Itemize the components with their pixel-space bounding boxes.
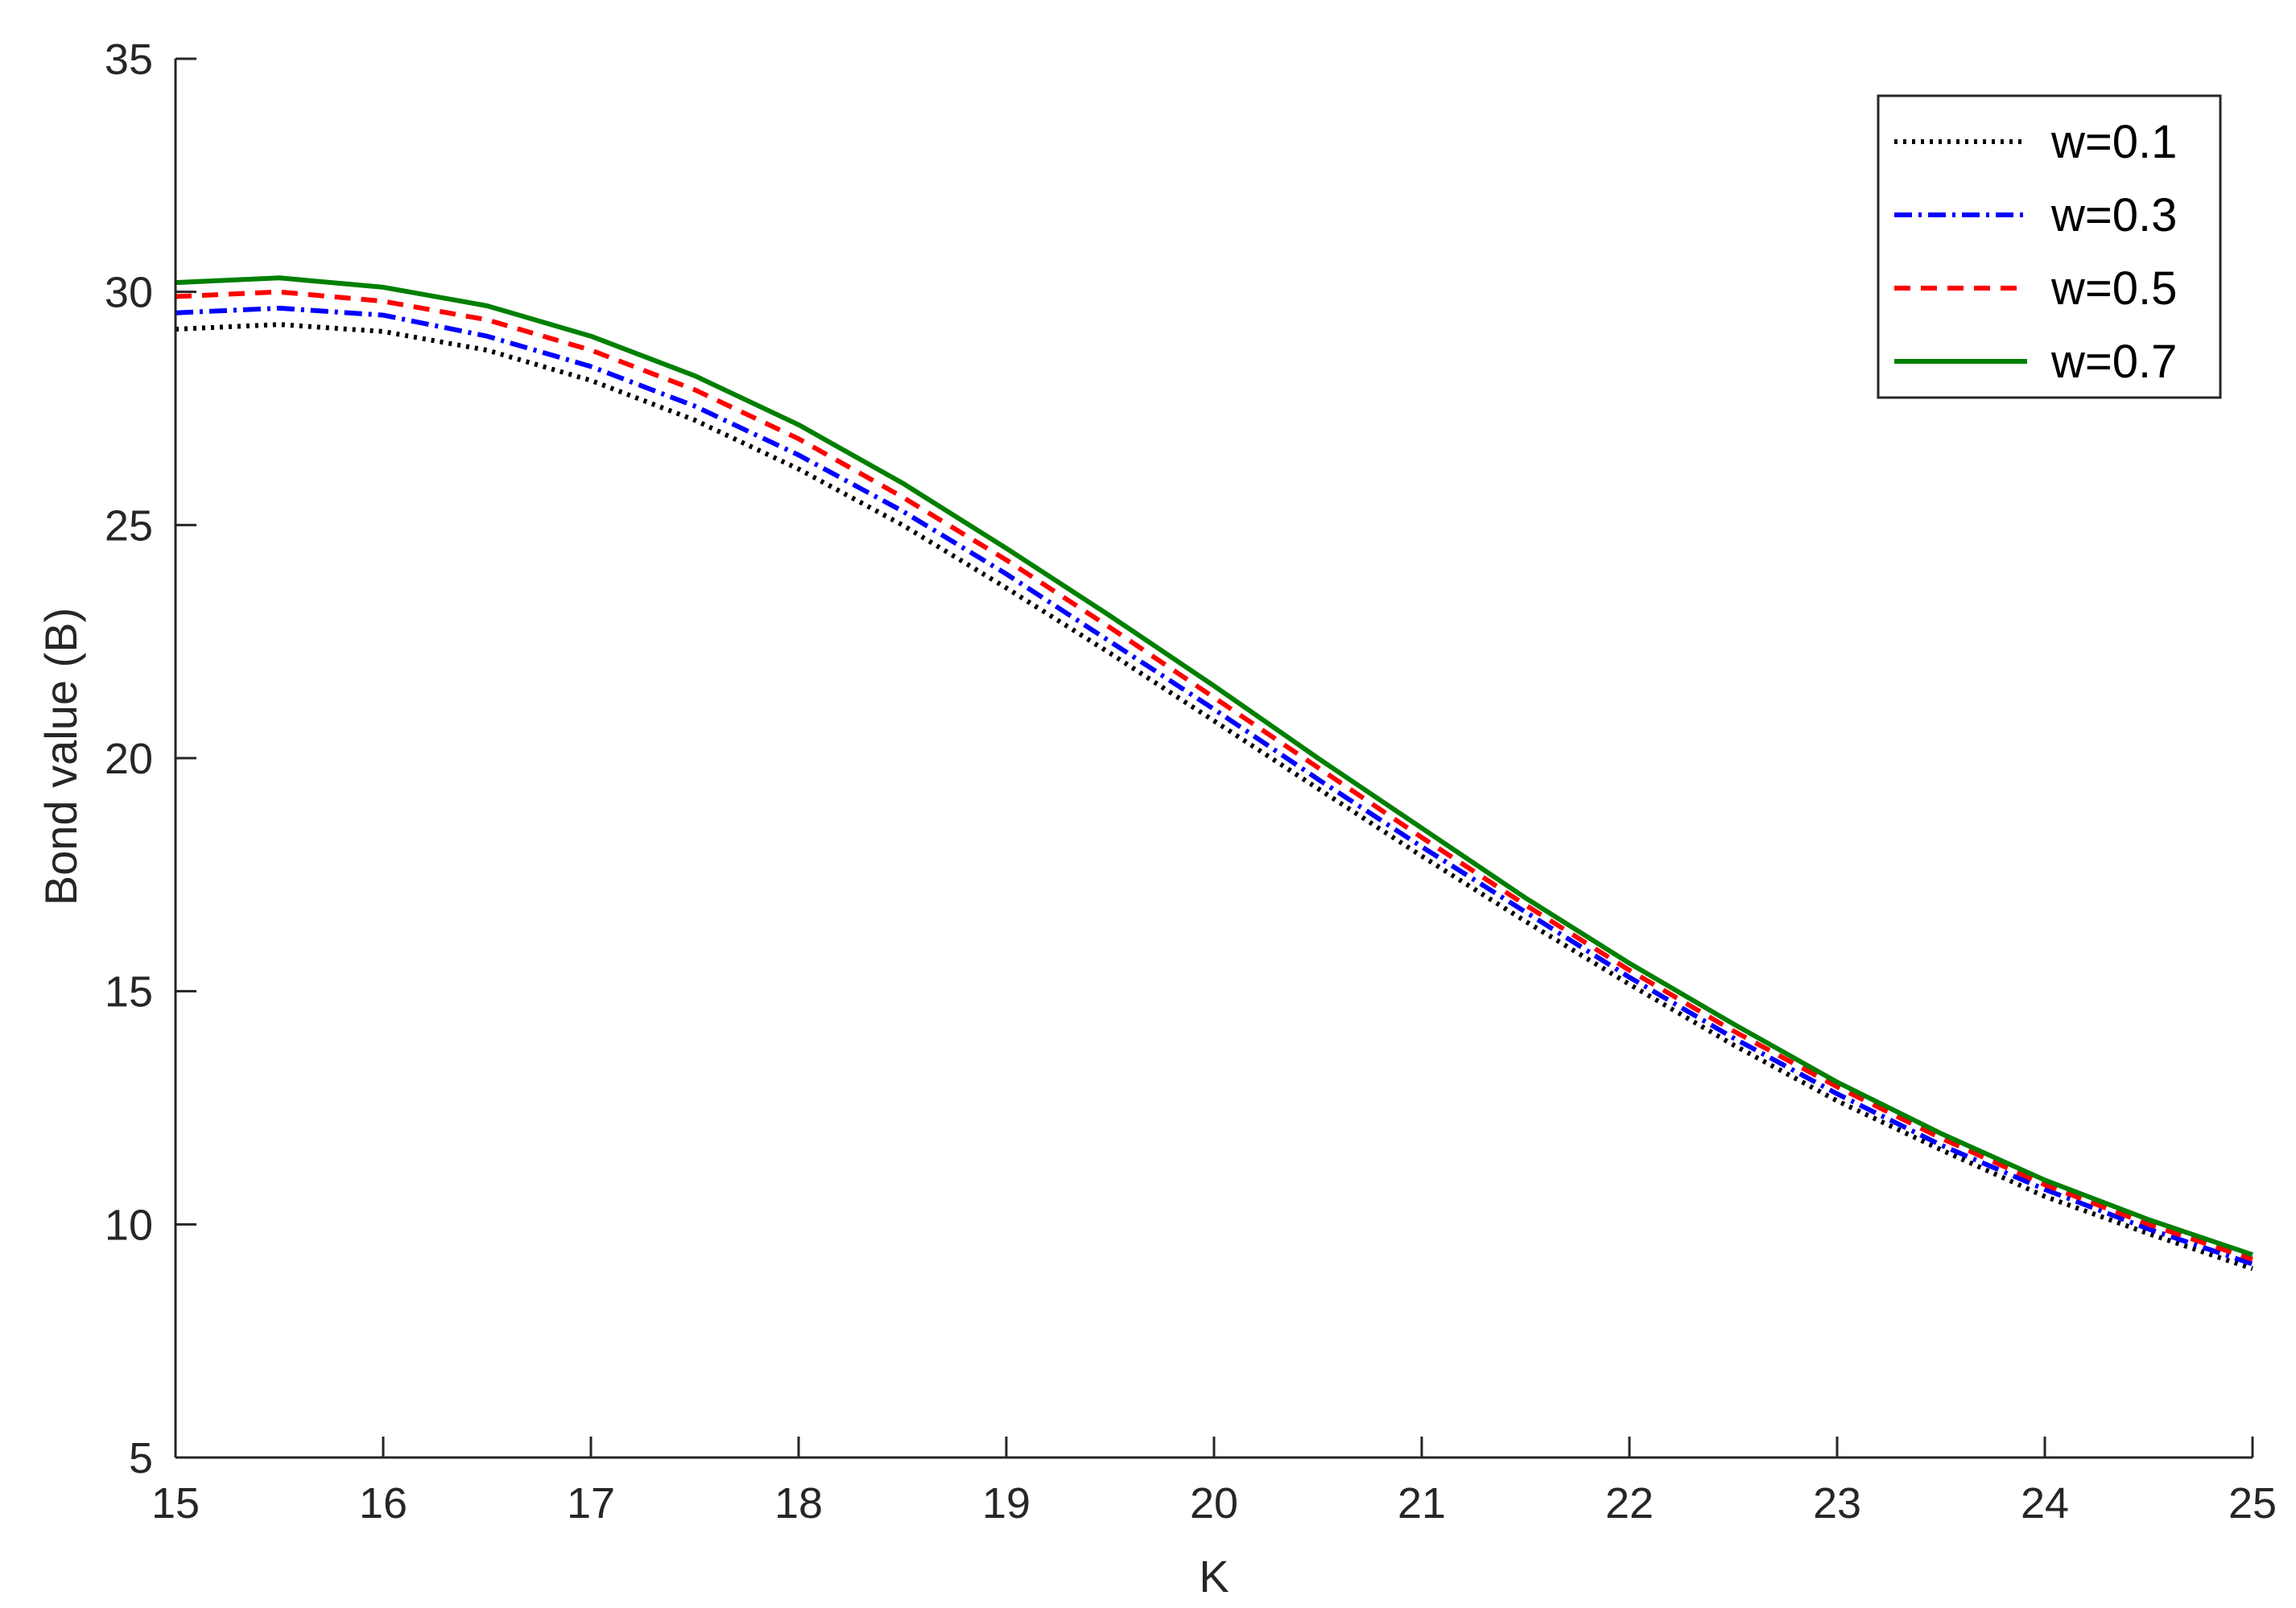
- series-line-2: [175, 305, 2253, 1267]
- y-tick-label: 15: [105, 968, 153, 1016]
- x-axis-label: K: [1199, 1551, 1229, 1602]
- series-layer: [175, 275, 2253, 1272]
- series-line-3: [175, 289, 2253, 1262]
- legend-label-4: w=0.7: [2050, 336, 2177, 388]
- x-tick-label: 19: [982, 1479, 1030, 1528]
- legend-label-2: w=0.3: [2050, 189, 2177, 241]
- x-tick-label: 16: [359, 1479, 407, 1528]
- x-tick-label: 17: [567, 1479, 615, 1528]
- y-tick-label: 25: [105, 501, 153, 550]
- x-tick-label: 15: [151, 1479, 200, 1528]
- x-tick-label: 20: [1190, 1479, 1238, 1528]
- x-tick-label: 24: [2021, 1479, 2069, 1528]
- x-tick-label: 22: [1605, 1479, 1654, 1528]
- x-tick-label: 21: [1398, 1479, 1446, 1528]
- y-axis-label: Bond value (B): [35, 608, 86, 905]
- legend-label-3: w=0.5: [2050, 262, 2177, 315]
- x-tick-label: 25: [2228, 1479, 2277, 1528]
- legend-label-1: w=0.1: [2050, 116, 2177, 168]
- y-tick-label: 10: [105, 1201, 153, 1249]
- y-tick-label: 35: [105, 35, 153, 84]
- axes-layer: 15 16 17 18 19 20 21 22 23 24 25 5 10 15 20 25 30 35: [105, 35, 2277, 1528]
- legend: w=0.1 w=0.3 w=0.5 w=0.7: [1877, 94, 2222, 399]
- series-line-4: [175, 275, 2253, 1257]
- x-tick-label: 23: [1813, 1479, 1861, 1528]
- legend-box: [1877, 94, 2222, 399]
- series-line-1: [175, 322, 2253, 1272]
- y-tick-label: 5: [129, 1434, 153, 1482]
- y-tick-label: 30: [105, 269, 153, 317]
- y-tick-label: 20: [105, 735, 153, 783]
- x-tick-label: 18: [774, 1479, 823, 1528]
